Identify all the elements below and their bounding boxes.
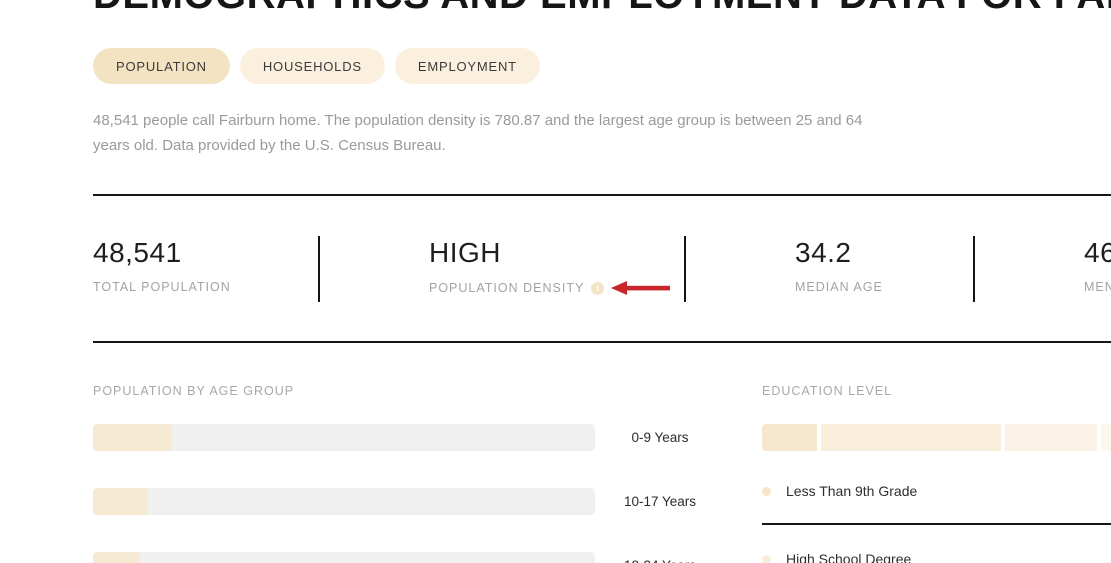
age-bar-label: 10-17 Years <box>623 494 697 509</box>
category-tabs: POPULATION HOUSEHOLDS EMPLOYMENT <box>93 48 1111 84</box>
age-bar-label: 18-24 Years <box>605 558 715 563</box>
legend-label: Less Than 9th Grade <box>786 483 918 499</box>
age-bar-row: 0-9 Years <box>93 424 762 451</box>
stat-value: HIGH <box>429 237 501 268</box>
education-segment <box>1101 424 1111 451</box>
divider-middle <box>93 341 1111 343</box>
info-icon[interactable]: i <box>591 281 605 295</box>
education-segment <box>821 424 1001 451</box>
stat-label: MEDIAN AGE <box>795 280 883 294</box>
legend-dot-icon <box>762 554 771 563</box>
tab-employment[interactable]: EMPLOYMENT <box>394 48 540 84</box>
education-stacked-bar <box>762 424 1111 451</box>
legend-item: High School Degree <box>762 551 1111 563</box>
stat-total-population: 48,541 TOTAL POPULATION <box>93 236 318 302</box>
red-arrow-annotation <box>611 280 671 296</box>
education-segment <box>1005 424 1097 451</box>
stat-label: TOTAL POPULATION <box>93 280 231 294</box>
chart-title: EDUCATION LEVEL <box>762 384 893 398</box>
age-bar-row: 10-17 Years <box>93 488 762 515</box>
education-segment <box>762 424 817 451</box>
stat-men: 46 MEN <box>973 236 1111 302</box>
tab-households[interactable]: HOUSEHOLDS <box>239 48 385 84</box>
age-bar-label: 0-9 Years <box>631 430 689 445</box>
stat-label: MEN <box>1084 280 1111 294</box>
intro-text: 48,541 people call Fairburn home. The po… <box>93 112 863 154</box>
page-title: DEMOGRAPHICS AND EMPLOYMENT DATA FOR FAI… <box>93 0 1111 16</box>
stat-median-age: 34.2 MEDIAN AGE <box>684 236 973 302</box>
chart-title: POPULATION BY AGE GROUP <box>93 384 295 398</box>
population-by-age-chart: POPULATION BY AGE GROUP 0-9 Years 10-17 … <box>93 385 762 563</box>
stat-value: 46 <box>1084 237 1111 268</box>
stat-label: POPULATION DENSITY <box>429 281 585 295</box>
tab-population[interactable]: POPULATION <box>93 48 230 84</box>
bar-fill <box>93 552 141 563</box>
legend-dot-icon <box>762 486 771 496</box>
education-legend: Less Than 9th Grade High School Degree <box>762 483 1111 563</box>
divider-top <box>93 194 1111 196</box>
stat-population-density: HIGH POPULATION DENSITY i <box>318 236 684 302</box>
stats-row: 48,541 TOTAL POPULATION HIGH POPULATION … <box>93 236 1111 302</box>
stat-value: 34.2 <box>795 237 852 268</box>
legend-item: Less Than 9th Grade <box>762 483 1111 525</box>
bar-fill <box>93 488 149 515</box>
stat-value: 48,541 <box>93 237 182 268</box>
age-bar-row: 18-24 Years <box>93 552 762 563</box>
bar-track <box>93 488 595 515</box>
legend-label: High School Degree <box>786 551 912 563</box>
bar-track <box>93 552 595 563</box>
education-level-chart: EDUCATION LEVEL Less Than 9th Grade High… <box>762 385 1111 563</box>
bar-track <box>93 424 595 451</box>
bar-fill <box>93 424 172 451</box>
